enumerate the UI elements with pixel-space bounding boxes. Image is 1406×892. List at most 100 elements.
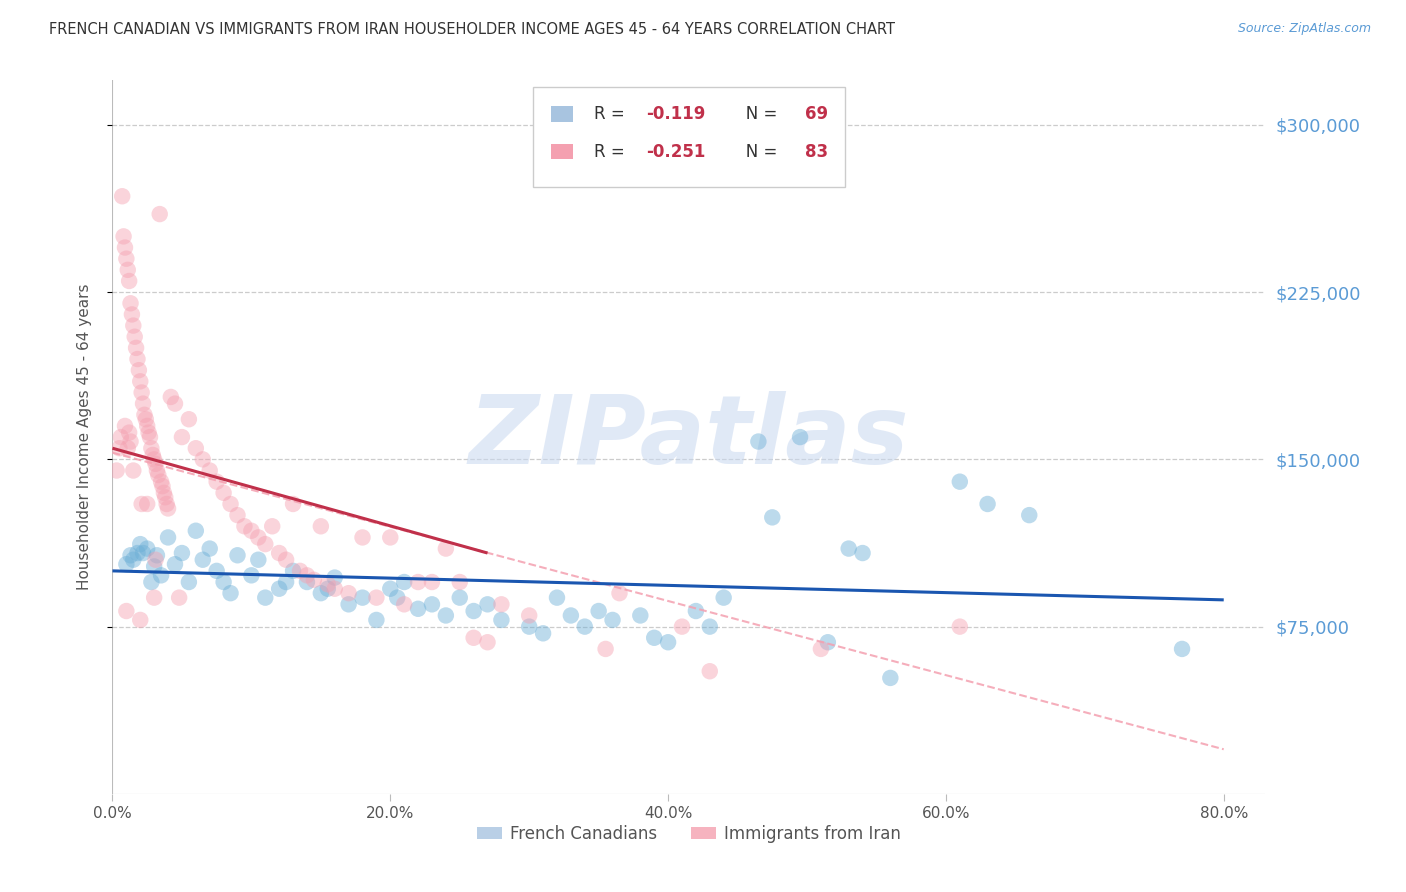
Point: [309, 519, 332, 533]
Point: [699, 664, 721, 679]
Point: [517, 608, 540, 623]
Point: [240, 524, 263, 538]
Point: [595, 642, 617, 657]
Point: [152, 479, 174, 493]
Point: [316, 577, 339, 591]
Point: [112, 229, 135, 244]
Point: [838, 541, 860, 556]
Point: [288, 564, 311, 578]
Point: [281, 564, 304, 578]
Point: [219, 497, 242, 511]
Point: [671, 619, 693, 633]
Point: [163, 557, 186, 572]
Text: R =: R =: [595, 105, 636, 123]
Point: [380, 530, 402, 544]
Point: [309, 586, 332, 600]
Point: [247, 530, 270, 544]
Point: [149, 207, 172, 221]
Point: [124, 330, 146, 344]
Point: [120, 296, 142, 310]
Point: [761, 510, 783, 524]
Point: [145, 457, 167, 471]
Point: [366, 591, 388, 605]
Point: [127, 546, 149, 560]
Point: [143, 591, 166, 605]
Point: [105, 464, 128, 478]
Point: [517, 619, 540, 633]
Point: [274, 574, 297, 589]
Point: [976, 497, 998, 511]
Point: [122, 552, 145, 567]
Point: [392, 574, 415, 589]
Point: [1018, 508, 1040, 523]
Text: FRENCH CANADIAN VS IMMIGRANTS FROM IRAN HOUSEHOLDER INCOME AGES 45 - 64 YEARS CO: FRENCH CANADIAN VS IMMIGRANTS FROM IRAN …: [49, 22, 896, 37]
Point: [170, 430, 193, 444]
Point: [115, 557, 138, 572]
Point: [159, 390, 181, 404]
Point: [699, 619, 721, 633]
Point: [120, 548, 142, 563]
Point: [115, 604, 138, 618]
Point: [145, 552, 167, 567]
Point: [167, 591, 190, 605]
Point: [262, 519, 284, 533]
Point: [560, 608, 582, 623]
Point: [316, 582, 339, 596]
Point: [240, 568, 263, 582]
Point: [184, 441, 207, 455]
Point: [122, 464, 145, 478]
Point: [254, 591, 277, 605]
Point: [205, 564, 228, 578]
Point: [1171, 642, 1194, 657]
Point: [128, 363, 150, 377]
Point: [657, 635, 679, 649]
Point: [132, 396, 155, 410]
Point: [609, 586, 631, 600]
Point: [184, 524, 207, 538]
Point: [110, 430, 132, 444]
Point: [146, 548, 169, 563]
Point: [150, 475, 173, 489]
Point: [136, 541, 159, 556]
Point: [477, 598, 499, 612]
Point: [449, 591, 471, 605]
Point: [153, 485, 176, 500]
Point: [463, 631, 485, 645]
Point: [380, 582, 402, 596]
Y-axis label: Householder Income Ages 45 - 64 years: Householder Income Ages 45 - 64 years: [77, 284, 91, 591]
Point: [628, 608, 651, 623]
Point: [191, 452, 214, 467]
Point: [177, 412, 200, 426]
Point: [434, 608, 457, 623]
Point: [295, 568, 318, 582]
Point: [574, 619, 596, 633]
Point: [131, 385, 153, 400]
Point: [108, 441, 131, 455]
Point: [392, 598, 415, 612]
Point: [155, 490, 177, 504]
Point: [233, 519, 256, 533]
Point: [302, 573, 325, 587]
Point: [747, 434, 769, 449]
Point: [789, 430, 811, 444]
Point: [254, 537, 277, 551]
Point: [117, 441, 139, 455]
Point: [212, 574, 235, 589]
Point: [212, 485, 235, 500]
Point: [949, 475, 972, 489]
FancyBboxPatch shape: [533, 87, 845, 187]
Text: Source: ZipAtlas.com: Source: ZipAtlas.com: [1237, 22, 1371, 36]
Point: [121, 307, 143, 321]
Point: [129, 375, 152, 389]
Point: [118, 425, 141, 440]
Point: [387, 591, 409, 605]
Point: [434, 541, 457, 556]
Point: [588, 604, 610, 618]
Point: [139, 430, 162, 444]
Point: [143, 559, 166, 574]
Point: [449, 574, 471, 589]
Point: [226, 508, 249, 523]
Text: N =: N =: [731, 143, 783, 161]
Point: [406, 602, 429, 616]
Point: [111, 189, 134, 203]
